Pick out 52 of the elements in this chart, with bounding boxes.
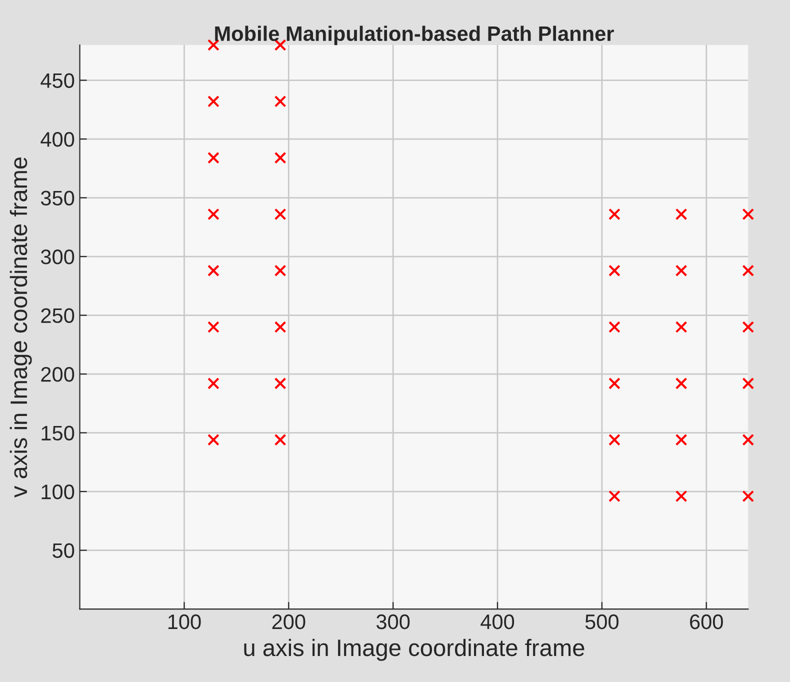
y-axis-title: v axis in Image coordinate frame (10, 157, 32, 498)
point (274, 39, 286, 51)
point (274, 321, 286, 333)
point (208, 208, 220, 220)
point (742, 208, 754, 220)
point (608, 264, 620, 277)
y-tick-label: 50 (52, 543, 74, 558)
point (675, 434, 688, 446)
x-tick-label: 300 (376, 614, 410, 630)
point (274, 95, 286, 108)
point (208, 39, 220, 51)
x-tick-label: 400 (480, 614, 514, 630)
point (274, 152, 286, 164)
y-tick-label: 150 (42, 426, 74, 441)
point (608, 208, 620, 220)
point (675, 208, 688, 220)
point (675, 490, 688, 502)
y-tick-label: 350 (40, 190, 74, 206)
x-tick-label: 500 (585, 614, 618, 630)
x-tick-label: 600 (690, 614, 723, 630)
point (675, 264, 688, 277)
y-tick-label: 200 (41, 367, 74, 382)
point (208, 321, 220, 333)
point (742, 377, 754, 390)
point (742, 490, 754, 502)
point (742, 321, 754, 333)
y-tick-label: 250 (41, 308, 74, 324)
point (608, 490, 620, 502)
x-axis-title: u axis in Image coordinate frame (244, 638, 584, 661)
x-tick-label: 100 (168, 614, 201, 630)
y-tick-label: 400 (40, 132, 74, 147)
point (208, 95, 220, 108)
point (208, 152, 220, 164)
point (274, 208, 286, 220)
point (675, 377, 688, 390)
chart-title: Mobile Manipulation-based Path Planner (215, 26, 614, 46)
point (208, 264, 220, 277)
y-tick-label: 100 (42, 484, 74, 500)
point (742, 434, 754, 446)
x-tick-label: 200 (272, 614, 306, 630)
point (742, 264, 754, 277)
point (274, 264, 286, 277)
y-tick-label: 450 (40, 73, 74, 88)
point (608, 377, 620, 390)
point (608, 434, 620, 446)
point (608, 321, 620, 333)
point (208, 377, 220, 390)
point (208, 434, 220, 446)
y-tick-label: 300 (40, 250, 74, 264)
point (274, 434, 286, 446)
point (274, 377, 286, 390)
point (675, 321, 688, 333)
